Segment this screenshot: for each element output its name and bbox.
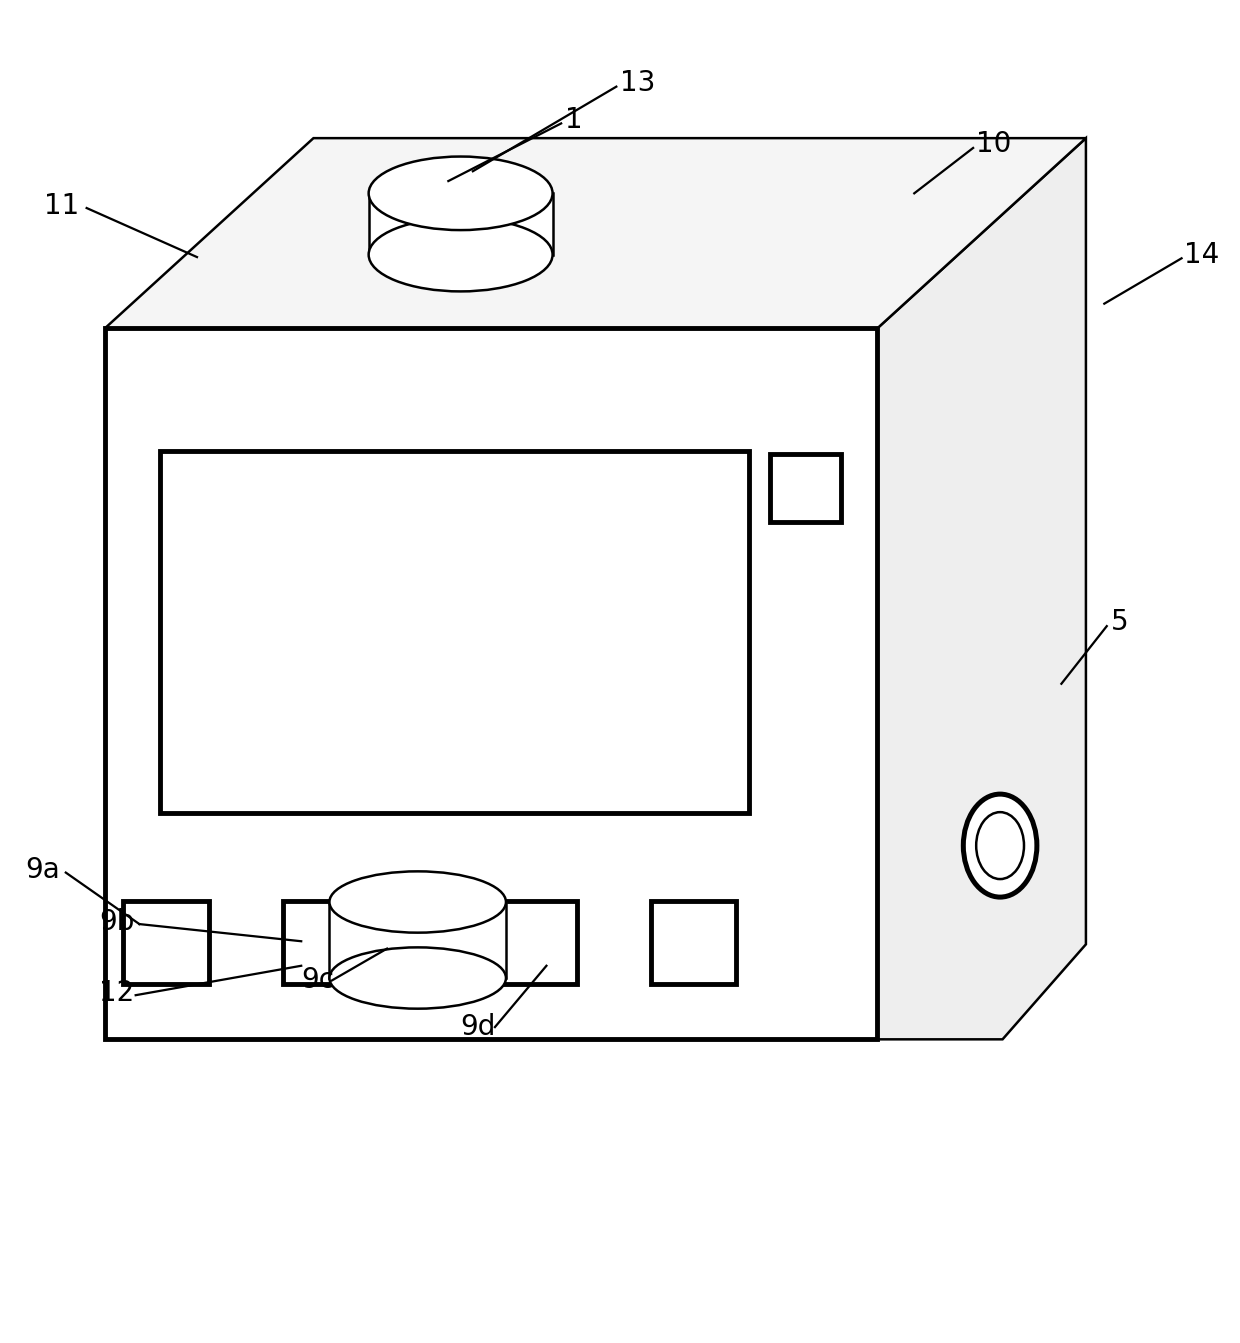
Bar [283,901,368,984]
Bar [491,901,577,984]
Polygon shape [105,138,1086,328]
Bar [160,451,749,813]
Text: 10: 10 [976,130,1011,158]
Ellipse shape [963,794,1037,897]
Text: 14: 14 [1184,240,1219,269]
Text: 13: 13 [620,68,656,97]
Text: 1: 1 [565,106,583,134]
Text: 9b: 9b [99,908,134,936]
Bar [651,901,737,984]
Ellipse shape [330,947,506,1009]
Bar [105,328,878,1039]
Bar [124,901,210,984]
Text: 9a: 9a [25,855,60,884]
Text: 5: 5 [1111,608,1128,637]
Ellipse shape [368,157,553,230]
Text: 9d: 9d [460,1013,496,1041]
Text: 11: 11 [43,192,79,219]
Ellipse shape [330,872,506,932]
Text: 9c: 9c [301,967,335,994]
Text: 12: 12 [99,979,134,1007]
Ellipse shape [368,218,553,291]
Bar [770,454,841,522]
Polygon shape [878,138,1086,1039]
